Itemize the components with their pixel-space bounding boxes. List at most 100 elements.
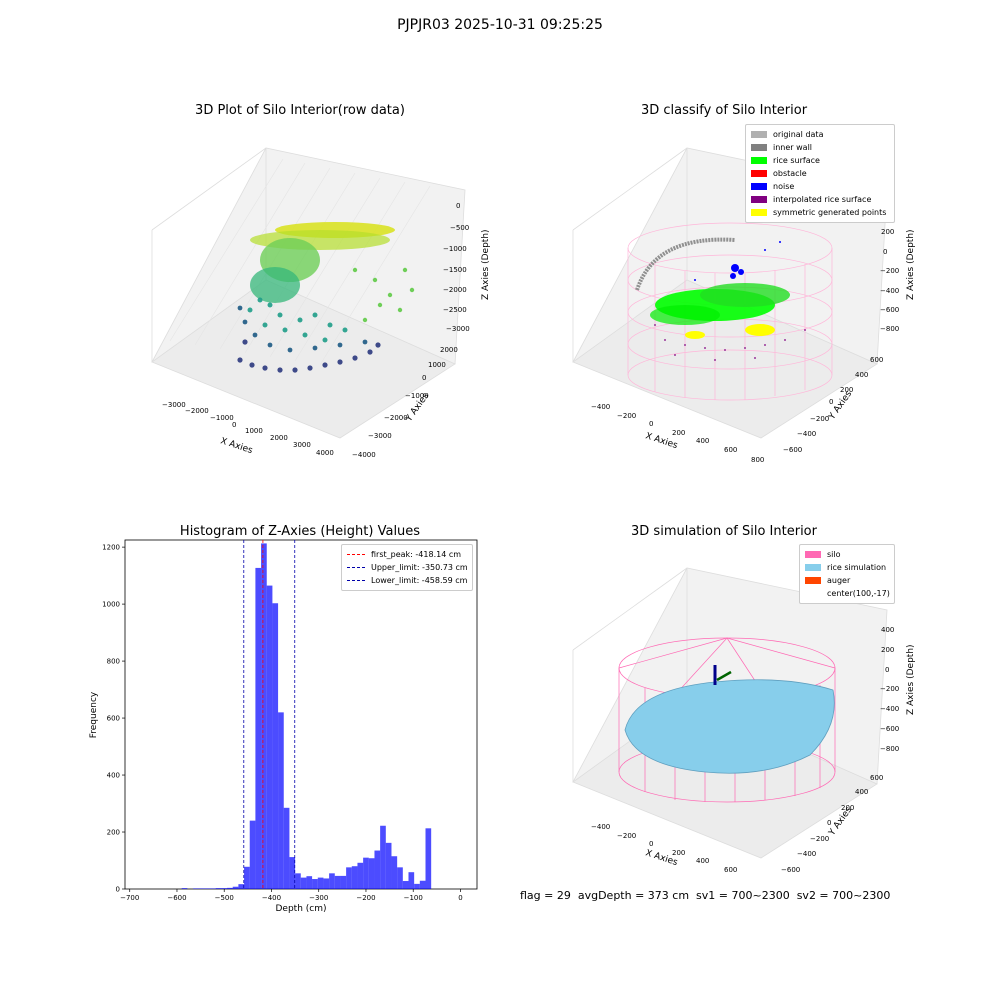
svg-text:400: 400	[855, 788, 868, 796]
histogram-bar	[391, 856, 398, 889]
svg-text:200: 200	[672, 429, 685, 437]
svg-text:−2500: −2500	[443, 306, 467, 314]
panel4-legend-item: silo	[805, 548, 889, 561]
histogram-bar	[340, 875, 347, 889]
panel2-legend: original data inner wall rice surface obsta…	[745, 124, 895, 223]
svg-text:−200: −200	[810, 415, 829, 423]
svg-text:0: 0	[232, 421, 236, 429]
histogram-xtick-label: −300	[309, 894, 328, 902]
svg-text:4000: 4000	[316, 449, 334, 457]
histogram-legend-label: Upper_limit: -350.73 cm	[371, 563, 468, 572]
svg-text:−600: −600	[781, 866, 800, 874]
svg-text:−200: −200	[617, 832, 636, 840]
svg-text:−200: −200	[880, 267, 899, 275]
panel1-zlabel: Z Axies (Depth)	[481, 229, 490, 300]
histogram-bar	[368, 858, 375, 889]
histogram-bar	[397, 867, 403, 889]
histogram-legend-item: Upper_limit: -350.73 cm	[347, 561, 468, 574]
panel2-legend-swatch	[751, 196, 767, 203]
svg-text:200: 200	[840, 386, 853, 394]
panel2-legend-label: symmetric generated points	[773, 208, 887, 217]
histogram-bar	[278, 712, 284, 889]
svg-text:200: 200	[881, 646, 894, 654]
histogram-xtick-label: −200	[356, 894, 375, 902]
histogram-bar	[414, 883, 420, 889]
histogram-ylabel: Frequency	[89, 691, 99, 738]
histogram-legend-item: Lower_limit: -458.59 cm	[347, 574, 467, 587]
svg-text:600: 600	[870, 356, 883, 364]
panel4-legend-item: center(100,-17)	[805, 587, 890, 600]
footer-stats: flag = 29 avgDepth = 373 cm sv1 = 700~23…	[520, 889, 891, 902]
panel2-symmetric	[685, 324, 775, 339]
histogram-legend-line	[347, 580, 365, 581]
histogram-ytick-label: 400	[107, 772, 120, 780]
histogram-ytick-label: 1200	[102, 544, 120, 552]
svg-text:−400: −400	[797, 430, 816, 438]
svg-text:−2000: −2000	[384, 414, 408, 422]
histogram-bar	[402, 881, 409, 889]
histogram-bar	[323, 878, 330, 889]
svg-text:400: 400	[696, 857, 709, 865]
panel2-inner-wall	[635, 237, 736, 291]
histogram-xtick-label: −600	[167, 894, 186, 902]
histogram-bar	[215, 888, 222, 889]
svg-text:−2000: −2000	[185, 407, 209, 415]
histogram-bar	[289, 857, 296, 889]
histogram-legend-label: Lower_limit: -458.59 cm	[371, 576, 468, 585]
histogram-xlabel: Depth (cm)	[275, 904, 326, 914]
svg-text:0: 0	[885, 666, 889, 674]
svg-text:400: 400	[696, 437, 709, 445]
panel2-legend-label: obstacle	[773, 169, 807, 178]
histogram-bar	[266, 585, 273, 889]
svg-text:−500: −500	[450, 224, 469, 232]
histogram-chart: −700 −600 −500 −400 −300 −200 −100 0 0 200 400 600…	[89, 539, 478, 914]
panel4-legend-item: auger	[805, 574, 889, 587]
svg-text:−200: −200	[880, 685, 899, 693]
histogram-bar	[408, 872, 415, 889]
panel2-legend-item: noise	[751, 180, 889, 193]
panel4-legend-label: silo	[827, 550, 841, 559]
panel2-legend-label: original data	[773, 130, 824, 139]
svg-text:1000: 1000	[428, 361, 446, 369]
panel4-xticks: −400 −200 0 200 400 600	[591, 823, 737, 874]
panel4-legend-label: rice simulation	[827, 563, 887, 572]
histogram-bar	[193, 888, 199, 889]
histogram-ytick-label: 800	[107, 658, 120, 666]
panel4-legend-swatch	[805, 590, 821, 597]
svg-text:−3000: −3000	[162, 401, 186, 409]
histogram-bar	[374, 850, 381, 889]
histogram-bar	[317, 877, 324, 889]
svg-text:200: 200	[672, 849, 685, 857]
histogram-bar	[272, 603, 279, 889]
histogram-bar	[300, 877, 307, 889]
svg-text:−200: −200	[810, 835, 829, 843]
histogram-bar	[295, 873, 301, 889]
histogram-bar	[204, 888, 211, 889]
panel2-legend-label: inner wall	[773, 143, 813, 152]
svg-text:0: 0	[827, 819, 831, 827]
panel2-legend-item: inner wall	[751, 141, 889, 154]
svg-text:800: 800	[751, 456, 764, 464]
histogram-bar	[227, 887, 233, 889]
panel4-title: 3D simulation of Silo Interior	[631, 524, 817, 539]
panel2-legend-swatch	[751, 209, 767, 216]
histogram-plot-area	[124, 539, 478, 890]
histogram-xtick-label: 0	[458, 894, 462, 902]
panel4-zticks: 400 200 0 −200 −400 −600 −800	[880, 626, 899, 753]
panel2-title: 3D classify of Silo Interior	[640, 103, 808, 118]
svg-text:−400: −400	[880, 705, 899, 713]
histogram-title: Histogram of Z-Axies (Height) Values	[179, 524, 421, 539]
histogram-bar	[425, 828, 432, 889]
panel2-noise	[694, 241, 781, 281]
svg-text:1000: 1000	[245, 427, 263, 435]
histogram-bar	[210, 888, 216, 889]
svg-text:−600: −600	[880, 725, 899, 733]
panel1-points	[237, 222, 415, 373]
panel2-legend-swatch	[751, 183, 767, 190]
histogram-bar	[255, 567, 262, 889]
histogram-ytick-label: 1000	[102, 601, 120, 609]
histogram-bar	[244, 866, 250, 889]
histogram-bar	[312, 879, 318, 889]
histogram-bar	[346, 867, 352, 889]
histogram-xtick-label: −700	[120, 894, 139, 902]
